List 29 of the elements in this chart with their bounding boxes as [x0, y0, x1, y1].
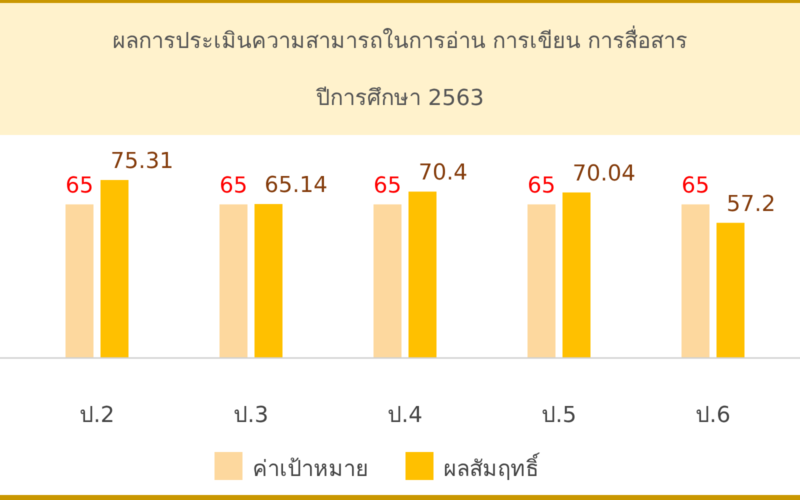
bar	[408, 192, 436, 358]
data-label: 75.31	[110, 149, 174, 174]
data-label: 70.4	[418, 160, 468, 186]
bar	[220, 204, 248, 358]
bar	[682, 204, 710, 358]
bar	[528, 204, 556, 358]
bar	[100, 180, 128, 358]
data-label: 70.04	[572, 161, 636, 186]
bar	[374, 204, 402, 358]
data-label: 65	[528, 173, 556, 198]
chart-title: ผลการประเมินความสามารถในการอ่าน การเขียน การสื่อสาร	[112, 25, 688, 54]
x-tick-label: ป.5	[542, 403, 576, 428]
legend-label: ค่าเป้าหมาย	[252, 457, 368, 482]
data-label: 57.2	[726, 192, 776, 217]
data-label: 65	[220, 173, 248, 198]
data-label: 65	[66, 173, 94, 198]
x-tick-label: ป.3	[234, 403, 268, 428]
bar	[66, 204, 94, 358]
chart-subtitle: ปีการศึกษา 2563	[315, 86, 484, 111]
legend-label: ผลสัมฤทธิ์	[444, 453, 540, 482]
data-label: 65	[682, 173, 710, 198]
x-tick-label: ป.6	[696, 403, 730, 428]
x-tick-label: ป.2	[80, 403, 114, 428]
bar	[562, 192, 590, 358]
bar	[254, 204, 282, 358]
data-label: 65.14	[264, 173, 328, 198]
x-tick-label: ป.4	[388, 403, 422, 428]
data-label: 65	[374, 173, 402, 198]
bar	[716, 222, 744, 358]
